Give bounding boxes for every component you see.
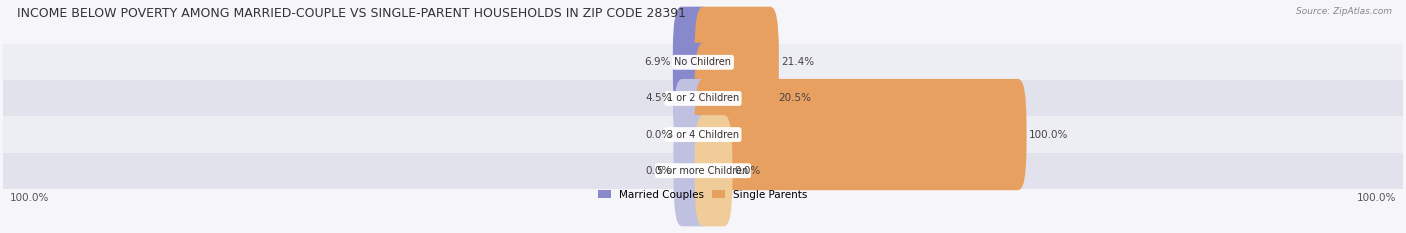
Text: 3 or 4 Children: 3 or 4 Children xyxy=(666,130,740,140)
Text: 100.0%: 100.0% xyxy=(10,193,49,203)
Text: 21.4%: 21.4% xyxy=(780,57,814,67)
Text: 0.0%: 0.0% xyxy=(645,166,672,176)
Text: 0.0%: 0.0% xyxy=(734,166,761,176)
Text: INCOME BELOW POVERTY AMONG MARRIED-COUPLE VS SINGLE-PARENT HOUSEHOLDS IN ZIP COD: INCOME BELOW POVERTY AMONG MARRIED-COUPL… xyxy=(17,7,686,20)
Bar xyxy=(3,44,1403,80)
FancyBboxPatch shape xyxy=(695,79,1026,190)
Legend: Married Couples, Single Parents: Married Couples, Single Parents xyxy=(595,186,811,204)
Text: 4.5%: 4.5% xyxy=(645,93,672,103)
Text: 100.0%: 100.0% xyxy=(1029,130,1069,140)
FancyBboxPatch shape xyxy=(695,7,779,118)
FancyBboxPatch shape xyxy=(673,7,711,118)
Text: Source: ZipAtlas.com: Source: ZipAtlas.com xyxy=(1296,7,1392,16)
Text: 0.0%: 0.0% xyxy=(645,130,672,140)
Text: 6.9%: 6.9% xyxy=(644,57,671,67)
Text: 1 or 2 Children: 1 or 2 Children xyxy=(666,93,740,103)
FancyBboxPatch shape xyxy=(673,115,711,226)
FancyBboxPatch shape xyxy=(695,115,733,226)
Text: 100.0%: 100.0% xyxy=(1357,193,1396,203)
Text: 5 or more Children: 5 or more Children xyxy=(658,166,748,176)
Text: 20.5%: 20.5% xyxy=(778,93,811,103)
Text: No Children: No Children xyxy=(675,57,731,67)
Bar xyxy=(3,116,1403,153)
FancyBboxPatch shape xyxy=(695,43,776,154)
Bar xyxy=(3,80,1403,116)
FancyBboxPatch shape xyxy=(673,43,711,154)
Bar xyxy=(3,153,1403,189)
FancyBboxPatch shape xyxy=(673,79,711,190)
